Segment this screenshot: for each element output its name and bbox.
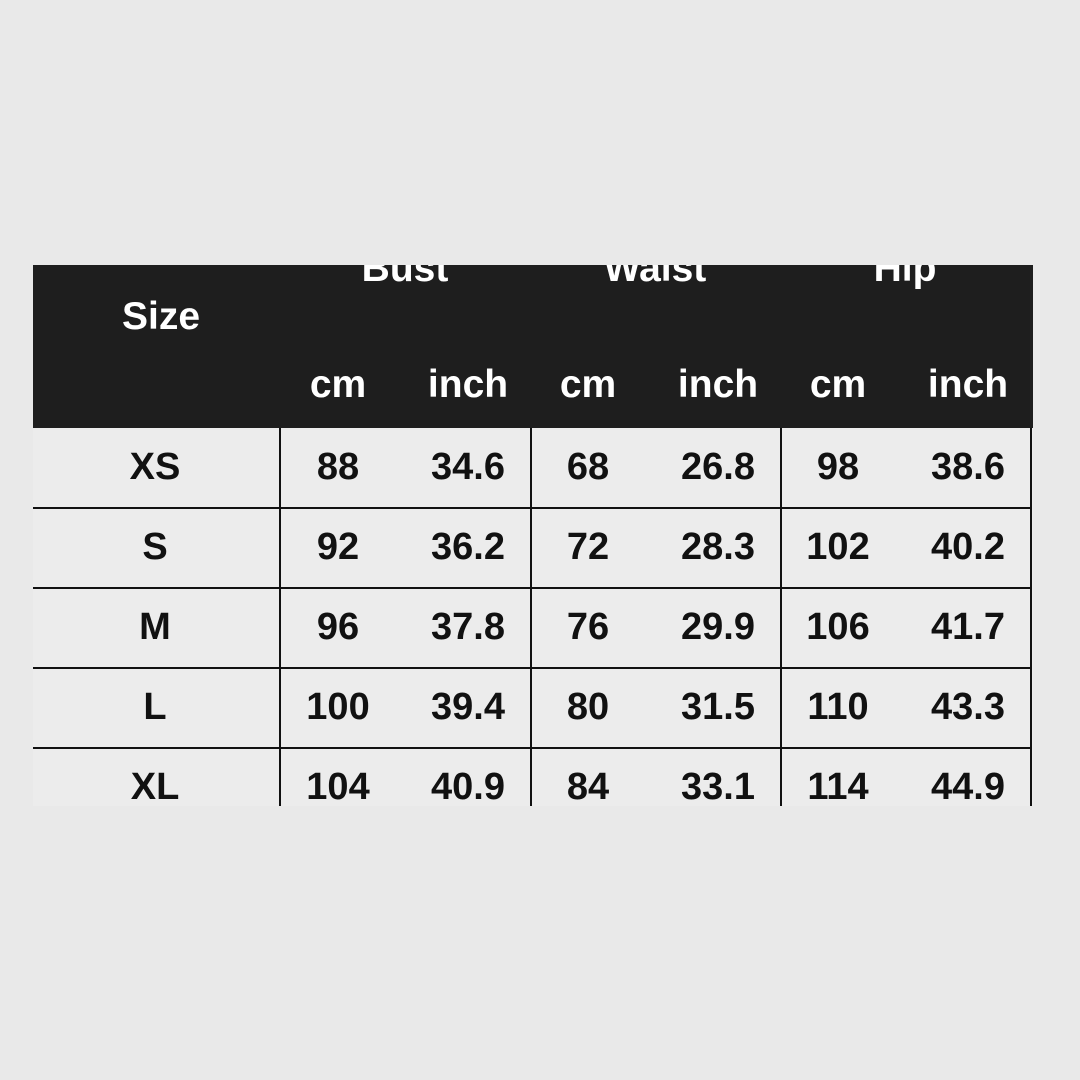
- size-header: Size: [121, 295, 201, 338]
- value-cell: 92: [316, 526, 360, 568]
- value-cell: 39.4: [431, 686, 505, 728]
- value-cell: 40.2: [931, 526, 1005, 568]
- row-divider: [33, 747, 1031, 749]
- table-row: S 92 36.2 72 28.3 102 40.2: [33, 508, 1033, 588]
- column-divider: [780, 428, 782, 806]
- column-divider: [279, 428, 281, 806]
- value-cell: 38.6: [931, 446, 1005, 488]
- value-cell: 43.3: [931, 686, 1005, 728]
- table-header: Size Bust cm inch Waist cm inch Hip cm inch: [33, 265, 1033, 428]
- value-cell: 34.6: [431, 446, 505, 488]
- value-cell: 28.3: [681, 526, 755, 568]
- column-divider: [1030, 428, 1032, 806]
- unit-header-cm: cm: [809, 363, 867, 406]
- size-cell: M: [139, 606, 171, 648]
- value-cell: 114: [807, 766, 869, 806]
- size-chart-table: Size Bust cm inch Waist cm inch Hip cm inch XS 88…: [33, 265, 1033, 806]
- row-divider: [33, 587, 1031, 589]
- size-cell: L: [143, 686, 167, 728]
- value-cell: 104: [306, 766, 370, 806]
- value-cell: 72: [566, 526, 610, 568]
- value-cell: 106: [806, 606, 870, 648]
- group-header-hip: Hip: [873, 265, 937, 290]
- value-cell: 40.9: [431, 766, 505, 806]
- row-divider: [33, 667, 1031, 669]
- value-cell: 29.9: [681, 606, 755, 648]
- value-cell: 80: [566, 686, 610, 728]
- value-cell: 44.9: [931, 766, 1005, 806]
- value-cell: 31.5: [681, 686, 755, 728]
- column-divider: [530, 428, 532, 806]
- value-cell: 102: [806, 526, 870, 568]
- value-cell: 84: [566, 766, 610, 806]
- value-cell: 88: [316, 446, 360, 488]
- group-header-waist: Waist: [603, 265, 707, 290]
- unit-header-cm: cm: [309, 363, 367, 406]
- value-cell: 76: [566, 606, 610, 648]
- unit-header-inch: inch: [427, 363, 509, 406]
- table-row: XL 104 40.9 84 33.1 114 44.9: [33, 748, 1033, 806]
- table-row: L 100 39.4 80 31.5 110 43.3: [33, 668, 1033, 748]
- table-row: XS 88 34.6 68 26.8 98 38.6: [33, 428, 1033, 508]
- unit-header-inch: inch: [677, 363, 759, 406]
- value-cell: 98: [816, 446, 860, 488]
- size-cell: XL: [130, 766, 180, 806]
- value-cell: 68: [566, 446, 610, 488]
- value-cell: 100: [306, 686, 370, 728]
- value-cell: 96: [316, 606, 360, 648]
- group-header-bust: Bust: [361, 265, 449, 290]
- unit-header-inch: inch: [927, 363, 1009, 406]
- value-cell: 36.2: [431, 526, 505, 568]
- table-row: M 96 37.8 76 29.9 106 41.7: [33, 588, 1033, 668]
- size-cell: S: [142, 526, 168, 568]
- value-cell: 37.8: [431, 606, 505, 648]
- value-cell: 26.8: [681, 446, 755, 488]
- value-cell: 33.1: [681, 766, 755, 806]
- value-cell: 110: [807, 686, 869, 728]
- unit-header-cm: cm: [559, 363, 617, 406]
- row-divider: [33, 507, 1031, 509]
- size-cell: XS: [129, 446, 181, 488]
- value-cell: 41.7: [931, 606, 1005, 648]
